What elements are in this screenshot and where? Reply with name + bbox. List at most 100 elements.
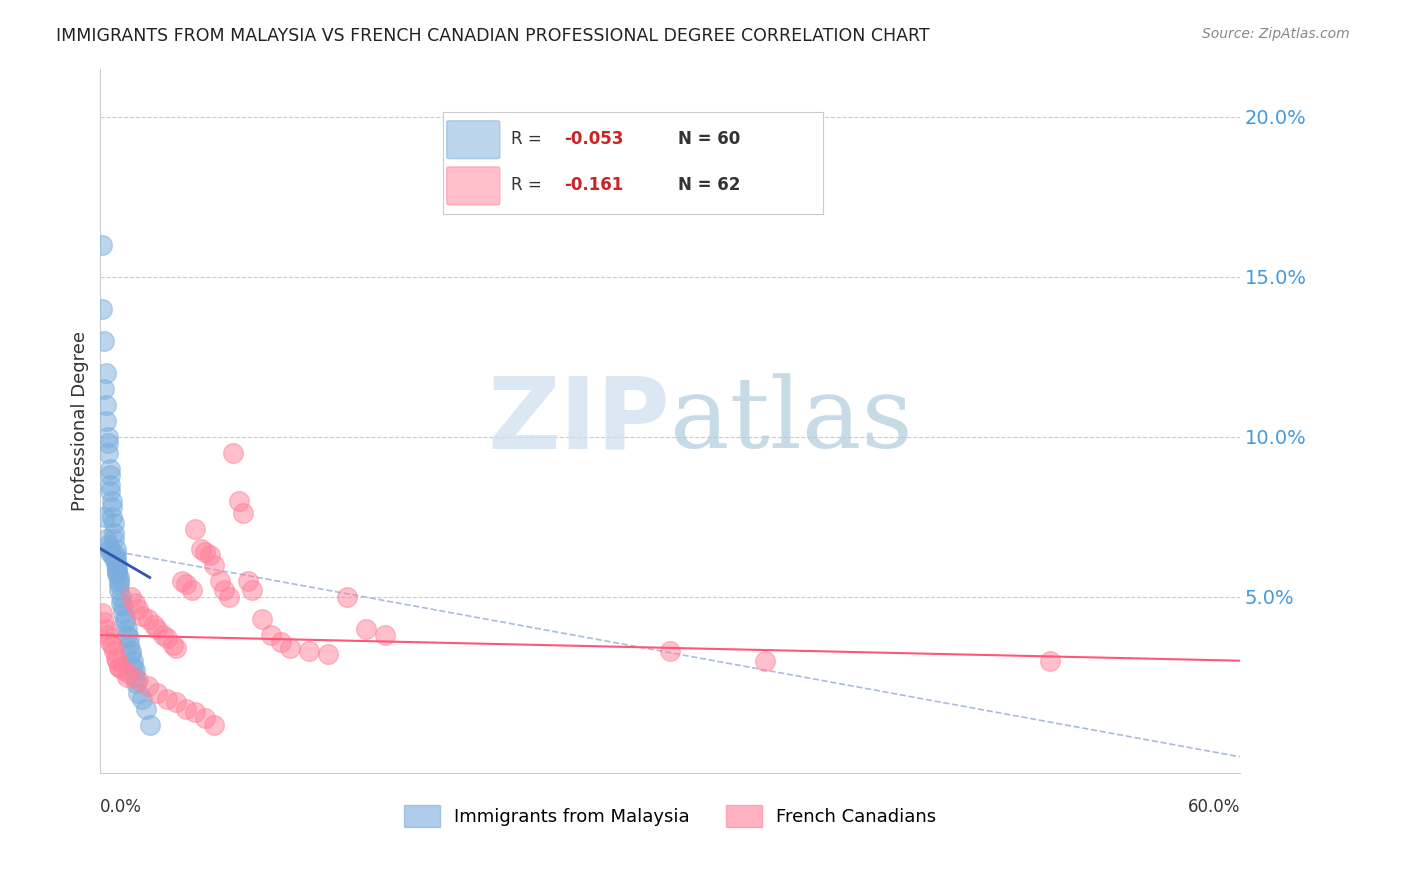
Point bbox=[98, 461, 121, 475]
Point bbox=[184, 705, 207, 719]
Point bbox=[104, 548, 127, 562]
Point bbox=[110, 590, 132, 604]
Point bbox=[104, 650, 127, 665]
Point bbox=[174, 577, 197, 591]
Point bbox=[107, 654, 129, 668]
Point bbox=[170, 574, 193, 588]
Point bbox=[103, 525, 125, 540]
Point bbox=[124, 663, 146, 677]
Point bbox=[98, 634, 121, 648]
Legend: Immigrants from Malaysia, French Canadians: Immigrants from Malaysia, French Canadia… bbox=[396, 797, 943, 834]
Point bbox=[121, 654, 143, 668]
Point bbox=[131, 608, 153, 623]
Point bbox=[118, 632, 141, 646]
Point bbox=[98, 545, 121, 559]
Point bbox=[100, 509, 122, 524]
Point bbox=[222, 445, 245, 459]
Point bbox=[103, 516, 125, 530]
Point bbox=[112, 606, 135, 620]
Point bbox=[104, 541, 127, 556]
Point bbox=[146, 622, 169, 636]
Point bbox=[131, 692, 153, 706]
Point bbox=[93, 509, 115, 524]
Point bbox=[93, 334, 115, 348]
Text: Source: ZipAtlas.com: Source: ZipAtlas.com bbox=[1202, 27, 1350, 41]
Point bbox=[138, 717, 160, 731]
Point bbox=[190, 541, 212, 556]
FancyBboxPatch shape bbox=[447, 167, 501, 205]
Point bbox=[165, 695, 187, 709]
Point bbox=[232, 507, 254, 521]
Point bbox=[103, 532, 125, 546]
Point bbox=[1039, 654, 1062, 668]
Point bbox=[114, 612, 136, 626]
Point bbox=[118, 666, 141, 681]
Text: N = 60: N = 60 bbox=[678, 130, 741, 148]
Point bbox=[136, 612, 159, 626]
FancyBboxPatch shape bbox=[447, 120, 501, 159]
Point bbox=[98, 477, 121, 491]
Point bbox=[316, 648, 339, 662]
Point bbox=[240, 583, 263, 598]
Y-axis label: Professional Degree: Professional Degree bbox=[72, 331, 89, 510]
Point bbox=[115, 622, 138, 636]
Point bbox=[118, 638, 141, 652]
Point bbox=[107, 564, 129, 578]
Point bbox=[115, 670, 138, 684]
Text: R =: R = bbox=[512, 177, 553, 194]
Point bbox=[127, 602, 149, 616]
Point bbox=[184, 523, 207, 537]
Point bbox=[354, 622, 377, 636]
Point bbox=[165, 640, 187, 655]
Point bbox=[162, 638, 184, 652]
Point bbox=[146, 686, 169, 700]
Point bbox=[754, 654, 776, 668]
Point bbox=[202, 558, 225, 572]
Point bbox=[100, 548, 122, 562]
Point bbox=[97, 445, 120, 459]
Point bbox=[94, 532, 117, 546]
Point bbox=[108, 583, 131, 598]
Text: -0.053: -0.053 bbox=[564, 130, 624, 148]
Point bbox=[194, 545, 217, 559]
Point bbox=[156, 632, 179, 646]
Point bbox=[135, 702, 157, 716]
Point bbox=[142, 618, 165, 632]
Point bbox=[115, 628, 138, 642]
Point bbox=[180, 583, 202, 598]
Point bbox=[98, 484, 121, 499]
Point bbox=[91, 237, 114, 252]
Text: atlas: atlas bbox=[671, 373, 912, 468]
Text: N = 62: N = 62 bbox=[678, 177, 741, 194]
Point bbox=[120, 590, 142, 604]
Point bbox=[124, 596, 146, 610]
Point bbox=[127, 686, 149, 700]
Point bbox=[94, 414, 117, 428]
Point bbox=[194, 711, 217, 725]
Text: -0.161: -0.161 bbox=[564, 177, 624, 194]
Point bbox=[97, 539, 120, 553]
Point bbox=[97, 628, 120, 642]
Point bbox=[120, 648, 142, 662]
Point bbox=[659, 644, 682, 658]
Point bbox=[298, 644, 321, 658]
Point bbox=[121, 660, 143, 674]
Point bbox=[202, 717, 225, 731]
Point bbox=[104, 558, 127, 572]
Point bbox=[97, 430, 120, 444]
Point bbox=[98, 541, 121, 556]
Point bbox=[93, 615, 115, 630]
Point bbox=[108, 570, 131, 584]
Point bbox=[250, 612, 273, 626]
Point bbox=[336, 590, 359, 604]
Point bbox=[98, 468, 121, 483]
Point bbox=[107, 567, 129, 582]
Point bbox=[120, 644, 142, 658]
Text: ZIP: ZIP bbox=[488, 372, 671, 469]
Point bbox=[218, 590, 240, 604]
Point bbox=[94, 366, 117, 380]
Point bbox=[93, 382, 115, 396]
Point bbox=[212, 583, 235, 598]
Point bbox=[174, 702, 197, 716]
Point bbox=[125, 676, 148, 690]
